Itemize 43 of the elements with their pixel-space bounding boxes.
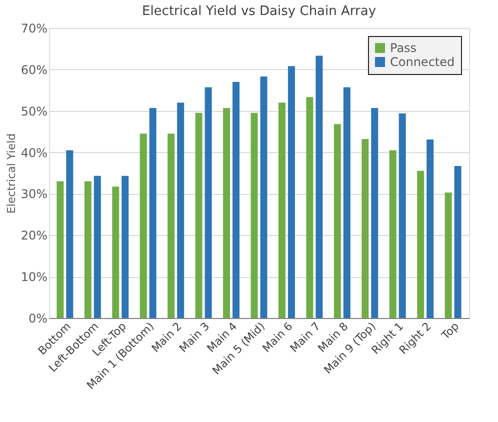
y-tick-label: 50% [20, 104, 48, 118]
legend-label: Connected [390, 55, 455, 69]
bar [398, 113, 406, 318]
bar [288, 66, 295, 318]
bar [454, 166, 462, 318]
x-tick-label: Top [438, 320, 462, 343]
bar [260, 76, 268, 318]
bar [426, 139, 434, 318]
bar [232, 82, 240, 318]
bar [371, 108, 378, 318]
bar [66, 150, 74, 318]
bar [177, 102, 184, 318]
y-tick-label: 10% [20, 270, 48, 284]
bar [149, 108, 156, 318]
bar [94, 176, 101, 318]
y-axis-title: Electrical Yield [4, 133, 18, 214]
bar [334, 124, 341, 318]
bar [278, 102, 286, 318]
bar [168, 134, 175, 318]
bar [56, 181, 64, 318]
bar [444, 192, 452, 318]
bar [112, 186, 120, 318]
y-tick-label: 0% [28, 312, 48, 326]
y-tick-label: 20% [20, 228, 48, 243]
bar [195, 112, 202, 318]
bar [122, 176, 129, 318]
y-tick-label: 70% [20, 22, 48, 36]
bar [250, 112, 258, 318]
y-tick-label: 30% [20, 187, 48, 202]
legend-label: Pass [390, 41, 417, 55]
bar [417, 170, 424, 318]
bar [140, 134, 147, 318]
y-tick-label: 60% [20, 62, 48, 77]
chart-title: Electrical Yield vs Daisy Chain Array [142, 4, 376, 19]
bar [316, 56, 323, 318]
bar [223, 108, 230, 318]
bar [362, 139, 369, 318]
y-tick-label: 40% [20, 146, 48, 160]
bar [389, 150, 396, 318]
bar [204, 87, 212, 318]
bar [306, 97, 314, 318]
bar [343, 87, 350, 318]
bar [84, 181, 92, 318]
